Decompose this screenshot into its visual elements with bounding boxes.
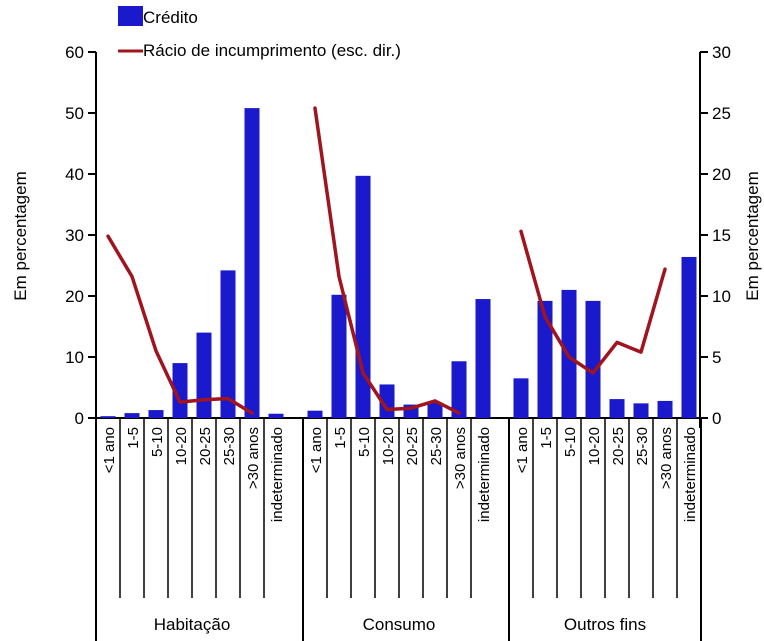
bar: [609, 399, 625, 418]
legend-label-line: Rácio de incumprimento (esc. dir.): [143, 41, 401, 60]
category-label: >30 anos: [452, 427, 469, 489]
category-label: 25-30: [428, 427, 445, 465]
category-label: 10-20: [173, 427, 190, 465]
group-label: Outros fins: [564, 615, 646, 634]
y-tick-label-left: 10: [65, 348, 84, 367]
y-tick-label-right: 20: [712, 165, 731, 184]
line-series-segment: [106, 234, 254, 415]
category-label: 20-25: [197, 427, 214, 465]
bars: [100, 108, 697, 419]
bar: [148, 410, 164, 418]
y-axis-title-left: Em percentagem: [11, 171, 30, 300]
category-label: <1 ano: [101, 427, 118, 473]
y-tick-label-right: 25: [712, 104, 731, 123]
category-label: 10-20: [380, 427, 397, 465]
y-tick-label-left: 30: [65, 226, 84, 245]
bar: [451, 361, 467, 418]
bar: [124, 413, 140, 418]
category-label: 1-5: [332, 427, 349, 449]
category-label: 1-5: [125, 427, 142, 449]
bar: [220, 270, 236, 418]
category-label: 25-30: [634, 427, 651, 465]
bar: [244, 108, 260, 419]
bar: [172, 363, 188, 418]
category-label: >30 anos: [245, 427, 262, 489]
category-label: 5-10: [149, 427, 166, 457]
category-label: 5-10: [562, 427, 579, 457]
bar: [513, 378, 529, 418]
axes: 0 10 20 30 40 50 60 0 5 10 15 20 25 30: [65, 43, 731, 641]
bar: [427, 402, 443, 418]
y-tick-label-left: 40: [65, 165, 84, 184]
y-tick-label-right: 30: [712, 43, 731, 62]
y-tick-label-left: 60: [65, 43, 84, 62]
bar: [331, 294, 347, 418]
bar: [681, 256, 697, 418]
category-label: 20-25: [610, 427, 627, 465]
legend-label-bar: Crédito: [143, 8, 198, 27]
category-label: 5-10: [356, 427, 373, 457]
bar: [633, 403, 649, 418]
bar: [268, 413, 284, 418]
bar: [307, 410, 323, 418]
category-label: <1 ano: [514, 427, 531, 473]
line-series-segment: [313, 106, 461, 415]
lines: [106, 106, 667, 415]
category-label: indeterminado: [269, 427, 286, 522]
y-tick-label-right: 5: [712, 348, 721, 367]
category-label: <1 ano: [308, 427, 325, 473]
category-label: indeterminado: [682, 427, 699, 522]
category-labels: <1 ano 1-5 5-10 10-20 20-25 25-30 >30 anos inde…: [101, 427, 699, 634]
category-label: 10-20: [586, 427, 603, 465]
category-label: 1-5: [538, 427, 555, 449]
bar: [537, 300, 553, 418]
y-tick-label-left: 50: [65, 104, 84, 123]
legend-swatch-bar: [118, 6, 143, 26]
bar: [585, 300, 601, 418]
bar: [100, 416, 116, 418]
bar: [475, 299, 491, 418]
y-tick-label-left: 0: [75, 409, 84, 428]
y-tick-label-right: 10: [712, 287, 731, 306]
category-label: 25-30: [221, 427, 238, 465]
y-tick-label-right: 15: [712, 226, 731, 245]
y-axis-title-right: Em percentagem: [743, 171, 762, 300]
group-label: Habitação: [154, 615, 231, 634]
y-tick-label-right: 0: [712, 409, 721, 428]
bar: [657, 400, 673, 418]
category-label: indeterminado: [476, 427, 493, 522]
category-label: 20-25: [404, 427, 421, 465]
legend: Crédito Rácio de incumprimento (esc. dir…: [118, 6, 401, 60]
group-label: Consumo: [363, 615, 436, 634]
y-tick-label-left: 20: [65, 287, 84, 306]
bar: [196, 332, 212, 418]
line-series-segment: [519, 229, 667, 375]
category-label: >30 anos: [658, 427, 675, 489]
